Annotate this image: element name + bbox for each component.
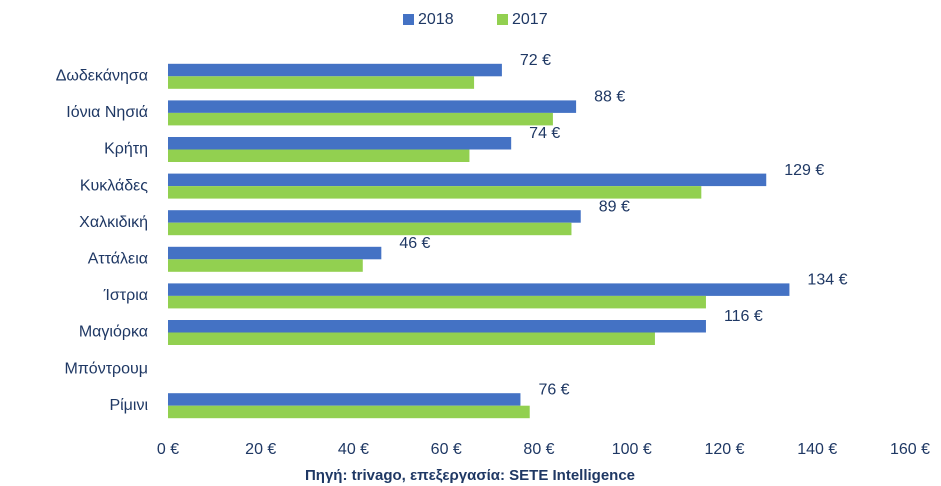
x-tick-label: 40 € [338, 441, 369, 458]
bar [168, 259, 363, 272]
bar [168, 173, 767, 187]
x-tick-label: 120 € [704, 441, 744, 458]
legend-swatch [403, 14, 414, 25]
bar [168, 76, 475, 89]
x-tick-label: 80 € [523, 441, 554, 458]
value-label: 88 € [594, 89, 625, 106]
x-tick-label: 0 € [157, 441, 179, 458]
value-label: 74 € [529, 125, 560, 142]
bar [168, 222, 572, 236]
x-tick-label: 100 € [612, 441, 652, 458]
bar [168, 137, 512, 150]
legend-swatch [497, 14, 508, 25]
value-label: 89 € [599, 198, 630, 215]
bar [168, 405, 530, 419]
legend-label: 2018 [418, 11, 454, 28]
bar [168, 63, 502, 77]
bar [168, 295, 706, 309]
value-label: 116 € [724, 308, 763, 325]
y-tick-label: Δωδεκάνησα [56, 68, 148, 85]
y-tick-label: Χαλκιδική [79, 214, 148, 231]
x-tick-label: 140 € [797, 441, 837, 458]
bar [168, 393, 521, 406]
bar [168, 186, 702, 199]
bar [168, 320, 706, 333]
bar [168, 210, 581, 223]
legend-label: 2017 [512, 11, 548, 28]
y-tick-label: Ίστρια [103, 287, 148, 304]
bar [168, 149, 470, 162]
value-label: 129 € [784, 162, 824, 179]
y-tick-label: Κυκλάδες [80, 177, 148, 194]
x-tick-label: 160 € [890, 441, 930, 458]
bar [168, 283, 790, 296]
y-tick-label: Μαγιόρκα [79, 324, 148, 341]
source-note: Πηγή: trivago, επεξεργασία: SETE Intelli… [305, 467, 635, 484]
x-tick-label: 60 € [431, 441, 462, 458]
value-label: 46 € [399, 235, 430, 252]
y-tick-label: Αττάλεια [88, 251, 148, 268]
bar [168, 332, 655, 345]
value-label: 76 € [538, 381, 569, 398]
bar [168, 100, 577, 113]
x-tick-label: 20 € [245, 441, 276, 458]
bar [168, 246, 382, 260]
value-label: 134 € [807, 272, 847, 289]
bar [168, 112, 553, 126]
y-tick-label: Μπόντρουμ [64, 360, 148, 377]
y-tick-label: Κρήτη [104, 141, 148, 158]
y-tick-label: Ιόνια Νησιά [66, 104, 148, 121]
y-tick-label: Ρίμινι [109, 397, 148, 414]
value-label: 72 € [520, 52, 551, 69]
